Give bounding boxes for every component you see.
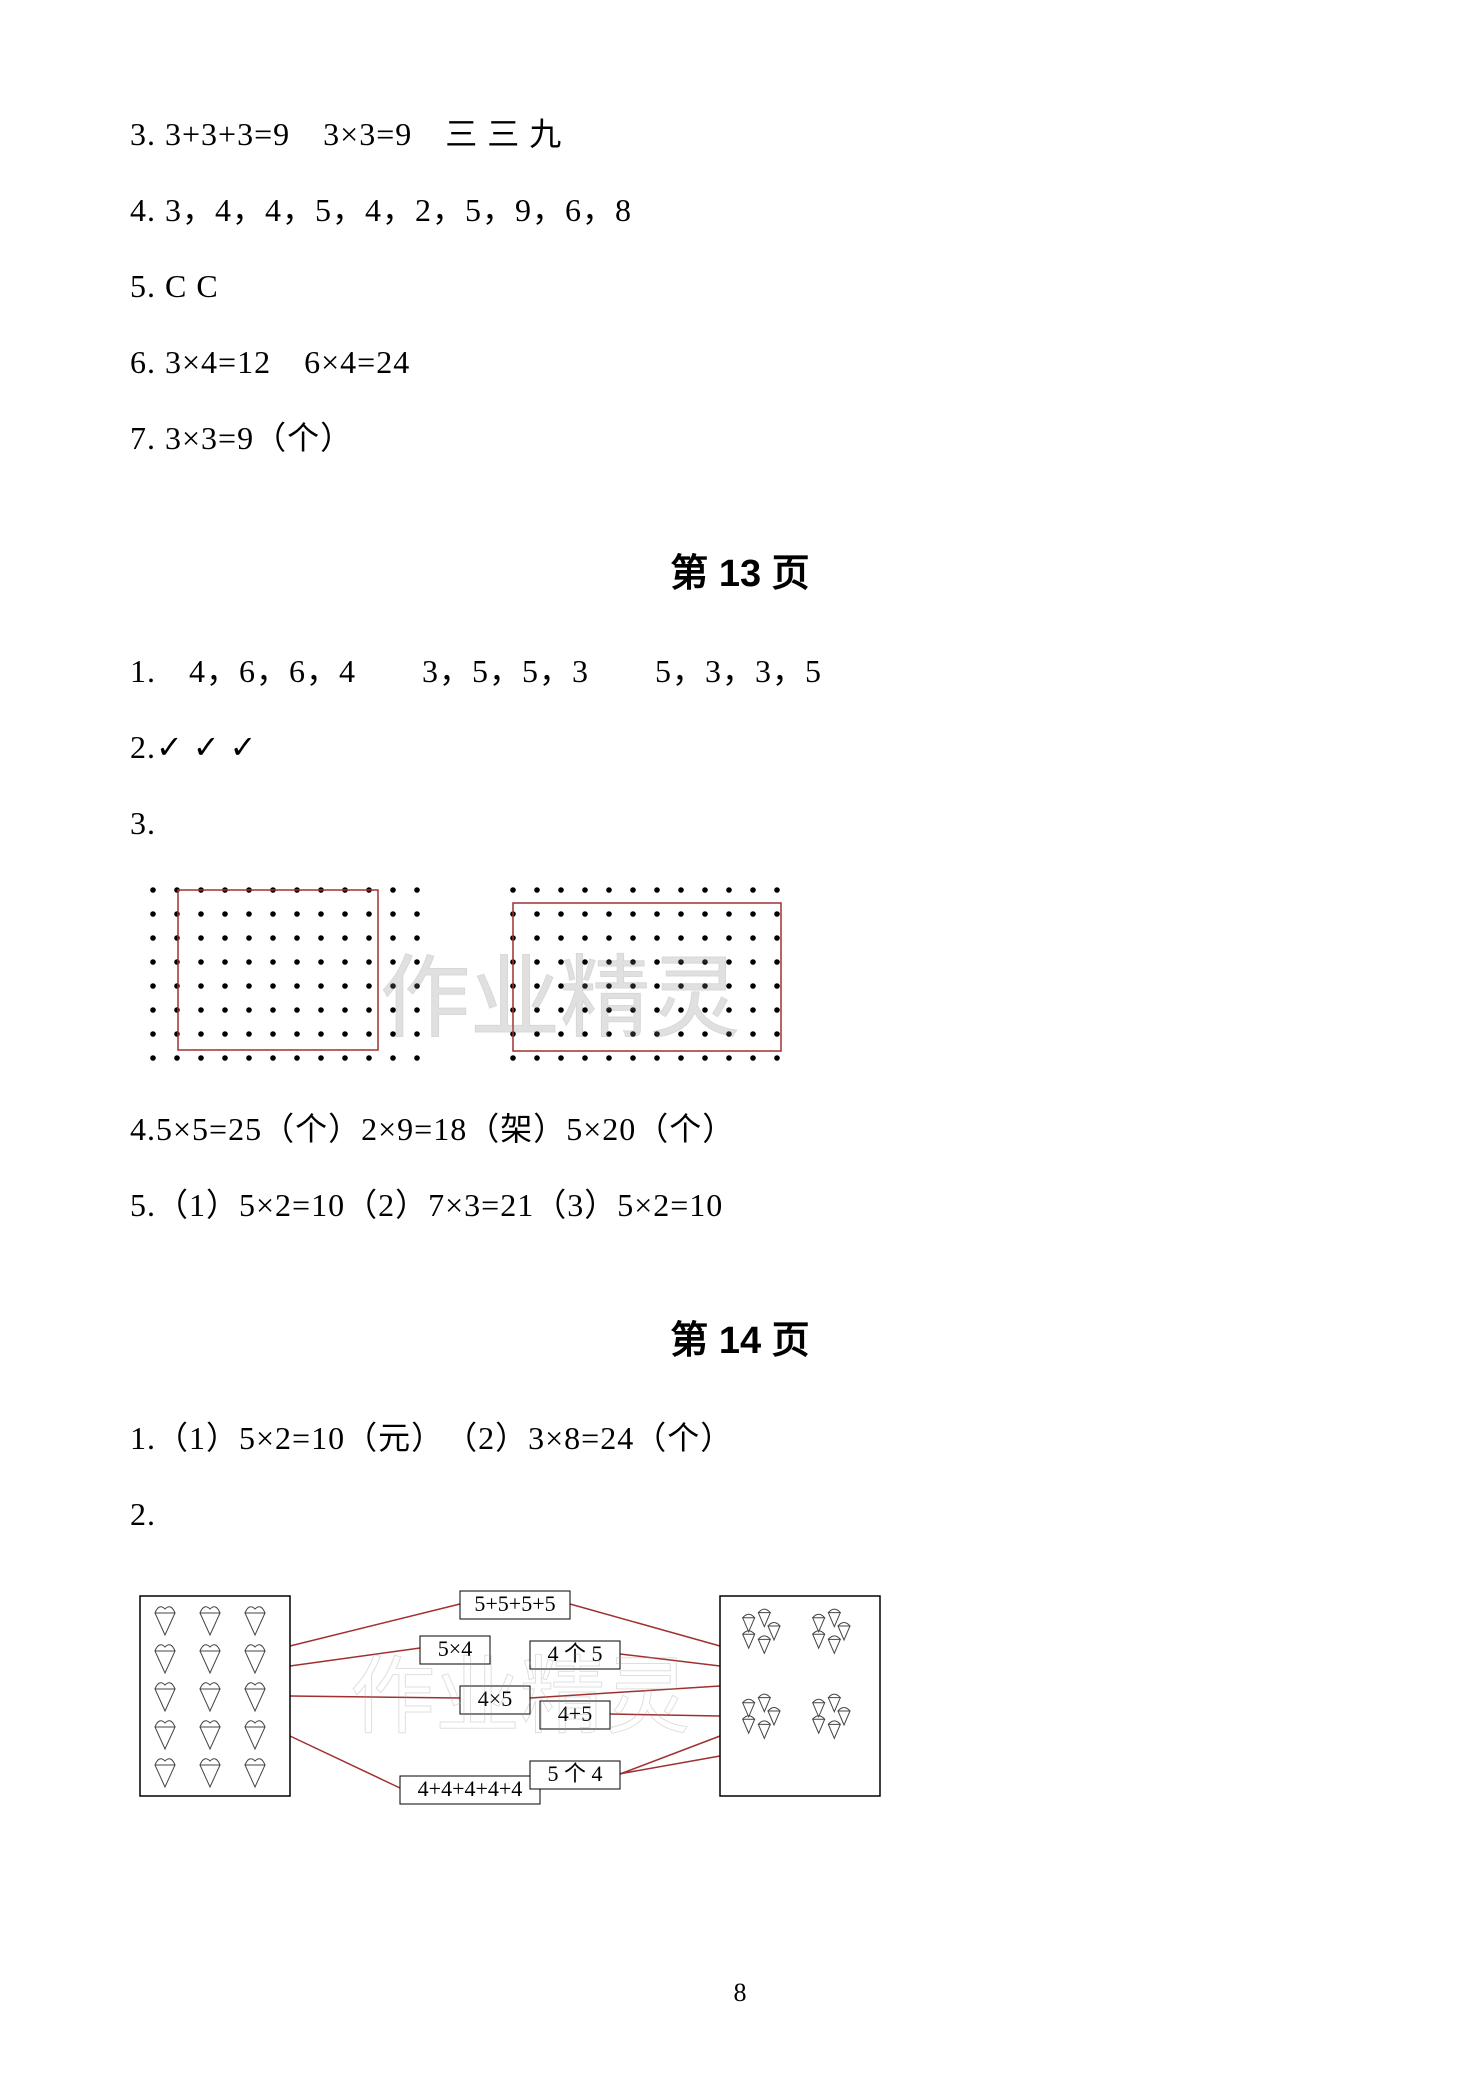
svg-text:5 个 4: 5 个 4: [547, 1761, 602, 1786]
text-line: 5.（1）5×2=10（2）7×3=21（3）5×2=10: [130, 1181, 1350, 1229]
text-line: 4. 3，4，4，5，4，2，5，9，6，8: [130, 186, 1350, 234]
svg-text:5+5+5+5: 5+5+5+5: [474, 1591, 555, 1616]
section-13-content: 1. 4，6，6，4 3，5，5，3 5，3，3，5 2.✓ ✓ ✓ 3. 作业…: [130, 647, 1350, 1229]
document-page: 3. 3+3+3=9 3×3=9 三 三 九 4. 3，4，4，5，4，2，5，…: [0, 0, 1480, 1921]
text-line: 5. C C: [130, 262, 1350, 310]
top-section: 3. 3+3+3=9 3×3=9 三 三 九 4. 3，4，4，5，4，2，5，…: [130, 110, 1350, 462]
svg-text:作业精灵: 作业精灵: [350, 1651, 690, 1745]
section-title-14: 第 14 页: [130, 1309, 1350, 1364]
dot-grid-right: [498, 875, 798, 1075]
text-line: 6. 3×4=12 6×4=24: [130, 338, 1350, 386]
page-number: 8: [734, 1978, 747, 2008]
text-line: 3.: [130, 799, 1350, 847]
text-line: 1. 4，6，6，4 3，5，5，3 5，3，3，5: [130, 647, 1350, 695]
text-line: 7. 3×3=9（个）: [130, 414, 1350, 462]
text-line: 2.: [130, 1490, 1350, 1538]
matching-figure: 5+5+5+55×44 个 54×54+54+4+4+4+45 个 4作业精灵: [130, 1566, 1350, 1831]
section-14-content: 1.（1）5×2=10（元） （2）3×8=24（个） 2. 5+5+5+55×…: [130, 1414, 1350, 1831]
dot-grid-figure: 作业精灵: [130, 875, 1350, 1075]
text-line: 2.✓ ✓ ✓: [130, 723, 1350, 771]
dot-grid-left: [138, 875, 438, 1075]
section-title-13: 第 13 页: [130, 542, 1350, 597]
text-line: 3. 3+3+3=9 3×3=9 三 三 九: [130, 110, 1350, 158]
svg-text:4+4+4+4+4: 4+4+4+4+4: [418, 1776, 523, 1801]
text-line: 1.（1）5×2=10（元） （2）3×8=24（个）: [130, 1414, 1350, 1462]
text-line: 4.5×5=25（个）2×9=18（架）5×20（个）: [130, 1105, 1350, 1153]
